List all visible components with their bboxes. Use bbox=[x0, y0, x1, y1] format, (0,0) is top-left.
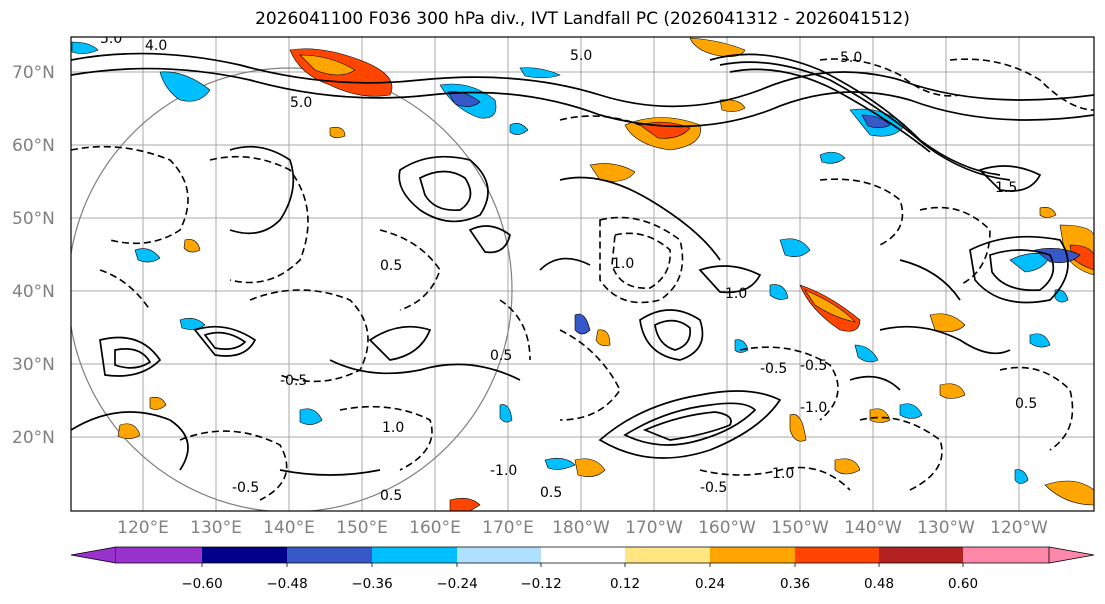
svg-text:160°W: 160°W bbox=[698, 518, 756, 538]
svg-text:140°W: 140°W bbox=[844, 518, 902, 538]
solid-contours bbox=[71, 52, 1094, 476]
svg-text:-0.5: -0.5 bbox=[760, 361, 787, 377]
svg-text:120°E: 120°E bbox=[117, 518, 169, 538]
svg-text:−0.36: −0.36 bbox=[351, 576, 392, 592]
svg-text:1.0: 1.0 bbox=[725, 286, 747, 302]
svg-text:0.12: 0.12 bbox=[610, 576, 640, 592]
svg-text:−0.12: −0.12 bbox=[520, 576, 561, 592]
map-frame bbox=[70, 36, 1095, 512]
svg-text:−0.60: −0.60 bbox=[181, 576, 222, 592]
svg-text:-1.0: -1.0 bbox=[800, 400, 827, 416]
colorbar-extend-max bbox=[1048, 546, 1095, 564]
svg-text:70°N: 70°N bbox=[12, 63, 55, 83]
svg-text:1.5: 1.5 bbox=[995, 180, 1017, 196]
svg-text:0.5: 0.5 bbox=[1015, 396, 1037, 412]
svg-text:150°E: 150°E bbox=[336, 518, 388, 538]
svg-text:130°W: 130°W bbox=[917, 518, 975, 538]
svg-text:1.0: 1.0 bbox=[772, 466, 794, 482]
svg-text:130°E: 130°E bbox=[190, 518, 242, 538]
colorbar: −0.60 −0.48 −0.36 −0.24 −0.12 0.12 0.24 … bbox=[70, 546, 1095, 592]
svg-text:120°W: 120°W bbox=[990, 518, 1048, 538]
svg-text:60°N: 60°N bbox=[12, 136, 55, 156]
svg-text:0.5: 0.5 bbox=[380, 488, 402, 504]
map-content: 5.0 4.0 5.0 5.0 5.0 1.0 1.0 0.5 0.5 0.5 … bbox=[71, 31, 1094, 511]
svg-text:-0.5: -0.5 bbox=[232, 480, 259, 496]
svg-text:180°W: 180°W bbox=[552, 518, 610, 538]
svg-text:170°E: 170°E bbox=[482, 518, 534, 538]
svg-text:1.0: 1.0 bbox=[382, 420, 404, 436]
svg-text:-0.5: -0.5 bbox=[280, 373, 307, 389]
svg-text:170°W: 170°W bbox=[625, 518, 683, 538]
svg-text:−0.48: −0.48 bbox=[266, 576, 307, 592]
svg-text:30°N: 30°N bbox=[12, 355, 55, 375]
svg-text:20°N: 20°N bbox=[12, 428, 55, 448]
svg-text:4.0: 4.0 bbox=[145, 38, 167, 54]
svg-text:50°N: 50°N bbox=[12, 209, 55, 229]
longitude-labels: 120°E 130°E 140°E 150°E 160°E 170°E 180°… bbox=[117, 518, 1048, 538]
svg-text:40°N: 40°N bbox=[12, 282, 55, 302]
dashed-contours bbox=[71, 58, 1094, 501]
colorbar-extend-min bbox=[70, 546, 117, 564]
landfall-radius-circle bbox=[71, 67, 513, 511]
svg-text:-0.5: -0.5 bbox=[800, 358, 827, 374]
svg-text:0.36: 0.36 bbox=[780, 576, 810, 592]
svg-text:0.5: 0.5 bbox=[540, 485, 562, 501]
colorbar-tick-labels: −0.60 −0.48 −0.36 −0.24 −0.12 0.12 0.24 … bbox=[181, 576, 978, 592]
svg-text:0.48: 0.48 bbox=[864, 576, 894, 592]
svg-text:140°E: 140°E bbox=[263, 518, 315, 538]
svg-text:-1.0: -1.0 bbox=[490, 463, 517, 479]
svg-text:0.5: 0.5 bbox=[490, 348, 512, 364]
map-title: 2026041100 F036 300 hPa div., IVT Landfa… bbox=[255, 9, 910, 29]
svg-text:0.5: 0.5 bbox=[380, 258, 402, 274]
svg-text:160°E: 160°E bbox=[409, 518, 461, 538]
contour-labels: 5.0 4.0 5.0 5.0 5.0 1.0 1.0 0.5 0.5 0.5 … bbox=[100, 31, 1037, 504]
svg-text:5.0: 5.0 bbox=[100, 31, 122, 47]
divergence-shading bbox=[71, 37, 1094, 511]
svg-text:−0.24: −0.24 bbox=[436, 576, 477, 592]
latitude-labels: 70°N 60°N 50°N 40°N 30°N 20°N bbox=[12, 63, 55, 448]
svg-text:5.0: 5.0 bbox=[840, 50, 862, 66]
svg-text:150°W: 150°W bbox=[771, 518, 829, 538]
svg-text:0.60: 0.60 bbox=[948, 576, 978, 592]
svg-text:5.0: 5.0 bbox=[290, 95, 312, 111]
svg-text:-0.5: -0.5 bbox=[700, 480, 727, 496]
svg-text:0.24: 0.24 bbox=[695, 576, 725, 592]
svg-text:1.0: 1.0 bbox=[612, 256, 634, 272]
svg-text:5.0: 5.0 bbox=[570, 48, 592, 64]
